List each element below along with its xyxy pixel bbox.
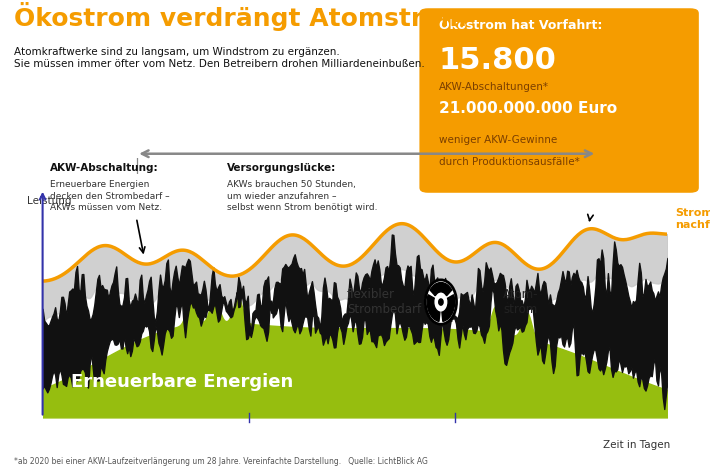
Text: flexibler
Strombedarf: flexibler Strombedarf [347,288,421,316]
Text: AKW-Abschaltung:: AKW-Abschaltung: [50,163,158,173]
Text: Zeit in Tagen: Zeit in Tagen [604,439,670,450]
Text: durch Produktionsausfälle*: durch Produktionsausfälle* [439,157,579,167]
Text: *ab 2020 bei einer AKW-Laufzeitverlängerung um 28 Jahre. Vereinfachte Darstellun: *ab 2020 bei einer AKW-Laufzeitverlänger… [14,457,428,466]
Circle shape [439,299,443,305]
Text: 15.800: 15.800 [439,46,557,75]
Wedge shape [442,295,454,321]
Text: Ökostrom verdrängt Atomstrom: Ökostrom verdrängt Atomstrom [14,2,467,31]
Text: Atomkraftwerke sind zu langsam, um Windstrom zu ergänzen.: Atomkraftwerke sind zu langsam, um Winds… [14,47,340,57]
Text: Erneuerbare Energien
decken den Strombedarf –
AKWs müssen vom Netz.: Erneuerbare Energien decken den Strombed… [50,180,169,212]
Text: Versorgungslücke:: Versorgungslücke: [227,163,337,173]
FancyBboxPatch shape [417,6,701,195]
Circle shape [437,297,444,307]
Text: Strom-
nachfrage: Strom- nachfrage [675,208,710,230]
Text: AKW-Abschaltungen*: AKW-Abschaltungen* [439,82,549,92]
Wedge shape [430,282,452,296]
Text: Leistung: Leistung [27,195,72,206]
Text: Ökostrom hat Vorfahrt:: Ökostrom hat Vorfahrt: [439,18,602,32]
Circle shape [425,280,457,324]
Text: weniger AKW-Gewinne: weniger AKW-Gewinne [439,135,557,145]
Text: Erneuerbare Energien: Erneuerbare Energien [71,373,293,391]
Text: Atom-
strom: Atom- strom [503,288,539,316]
Text: AKWs brauchen 50 Stunden,
um wieder anzufahren –
selbst wenn Strom benötigt wird: AKWs brauchen 50 Stunden, um wieder anzu… [227,180,378,212]
Wedge shape [427,295,440,321]
Text: |: | [133,158,139,175]
Text: Sie müssen immer öfter vom Netz. Den Betreibern drohen Milliardeneinbußen.: Sie müssen immer öfter vom Netz. Den Bet… [14,59,425,69]
Text: 21.000.000.000 Euro: 21.000.000.000 Euro [439,101,617,115]
